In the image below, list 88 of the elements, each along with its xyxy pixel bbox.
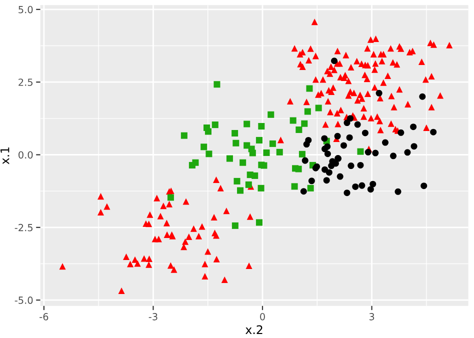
point [298,150,306,158]
point [295,166,302,172]
point [331,58,338,64]
point [237,187,244,194]
point [404,149,411,156]
point [382,139,389,146]
y-axis-title: x.1 [0,147,10,164]
y-tick-label: 5.0 [18,6,33,14]
point [268,111,274,118]
x-tick-label: 0 [260,313,265,320]
point [362,130,368,136]
point [240,159,246,166]
point [245,181,252,188]
y-tick-label: 0.0 [18,151,33,159]
point [249,150,256,156]
point [308,178,315,184]
point [315,104,322,112]
point [367,186,374,193]
point [307,184,314,192]
point [430,128,437,136]
point [180,132,188,139]
point [256,219,262,226]
point [398,129,404,136]
point [334,132,341,140]
point [394,188,402,195]
point [344,190,350,196]
point [206,150,212,158]
x-tick-label: -3 [148,313,158,320]
point [346,134,353,141]
point [344,120,350,126]
point [226,155,233,162]
point [324,150,331,158]
point [232,140,240,146]
point [324,143,331,150]
x-tick-label: -6 [40,313,48,320]
point [354,121,361,128]
point [244,120,250,128]
point [376,90,382,96]
point [290,117,296,124]
point [252,172,258,179]
point [352,183,359,190]
point [212,122,218,128]
point [323,177,330,184]
point [419,93,426,100]
point [204,128,212,135]
point [304,108,311,115]
point [276,148,283,156]
point [340,142,347,149]
point [258,123,265,130]
point [167,194,174,201]
point [321,135,328,142]
point [420,182,428,190]
point [291,183,298,190]
point [256,136,262,144]
point [357,162,364,168]
point [372,150,379,156]
point [336,173,344,180]
point [263,149,270,156]
point [300,188,307,195]
point [306,85,313,92]
point [357,148,364,155]
point [260,162,268,169]
point [296,126,302,134]
point [326,169,332,176]
point [234,178,240,184]
point [200,144,208,150]
point [348,162,354,170]
y-tick-label: 2.5 [18,78,32,86]
y-tick-label: -2.5 [14,224,32,232]
point [364,148,372,156]
x-axis-title: x.2 [246,325,262,334]
point [390,152,397,160]
point [370,180,376,188]
point [192,159,199,166]
point [347,115,354,122]
y-tick-label: -5.0 [14,296,33,304]
point [232,222,238,229]
point [301,120,308,127]
point [214,81,220,88]
point [269,140,276,147]
point [232,130,238,137]
point [410,143,418,150]
point [258,184,264,192]
point [358,182,366,189]
x-tick-label: 3 [369,313,374,320]
point [410,124,417,130]
point [303,141,310,148]
point [302,157,308,164]
